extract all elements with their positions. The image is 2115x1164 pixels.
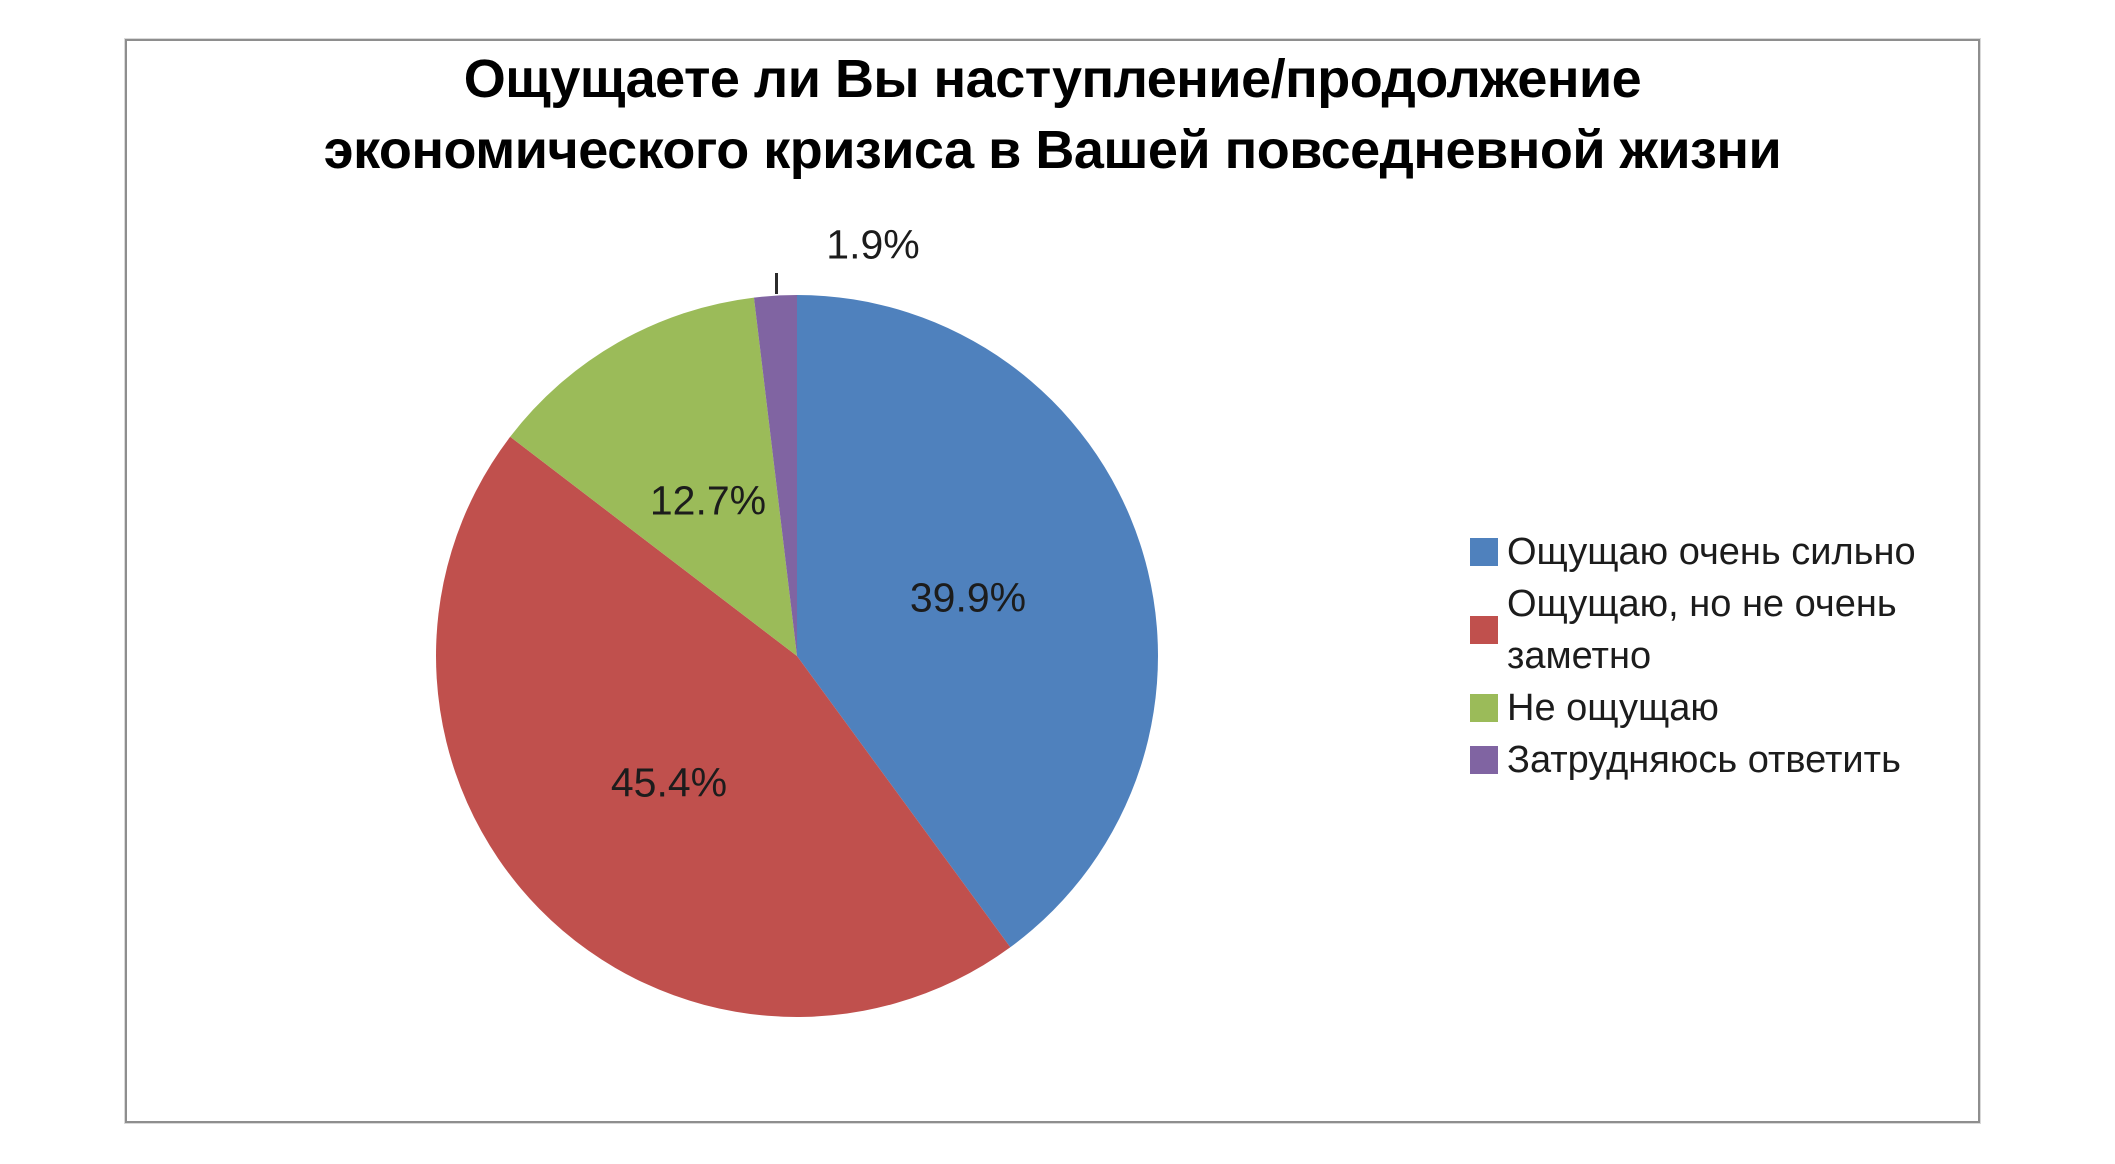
legend-item-dont-feel: Не ощущаю bbox=[1470, 682, 1950, 734]
legend-swatch-green bbox=[1470, 694, 1498, 722]
legend-item-hard-to-answer: Затрудняюсь ответить bbox=[1470, 734, 1950, 786]
pie-slice-very-strongly bbox=[797, 295, 1158, 948]
legend-item-not-very-noticeably: Ощущаю, но не очень заметно bbox=[1470, 578, 1950, 682]
legend-swatch-purple bbox=[1470, 746, 1498, 774]
slice-label-dont-feel: 12.7% bbox=[649, 477, 767, 524]
legend-label-not-very-noticeably: Ощущаю, но не очень заметно bbox=[1507, 583, 1897, 677]
legend: Ощущаю очень сильно Ощущаю, но не очень … bbox=[1470, 526, 1950, 786]
slice-label-very-strongly: 39.9% bbox=[909, 574, 1027, 621]
chart-title-line-1: Ощущаете ли Вы наступление/продолжение bbox=[463, 49, 1642, 109]
legend-label-hard-to-answer: Затрудняюсь ответить bbox=[1507, 739, 1901, 781]
legend-swatch-blue bbox=[1470, 538, 1498, 566]
chart-title-line-2: экономического кризиса в Вашей повседнев… bbox=[323, 120, 1782, 180]
legend-label-dont-feel: Не ощущаю bbox=[1507, 687, 1719, 729]
slice-label-hard-to-answer: 1.9% bbox=[826, 221, 920, 268]
chart-title: Ощущаете ли Вы наступление/продолжение э… bbox=[127, 44, 1978, 186]
legend-label-very-strongly: Ощущаю очень сильно bbox=[1507, 531, 1916, 573]
legend-item-very-strongly: Ощущаю очень сильно bbox=[1470, 526, 1950, 578]
pie-slice-hard-to-answer bbox=[753, 295, 797, 656]
pie-slice-not-very-noticeably bbox=[436, 436, 1011, 1017]
pie-slice-dont-feel bbox=[510, 297, 797, 656]
legend-swatch-red bbox=[1470, 616, 1498, 644]
slice-label-not-very-noticeably: 45.4% bbox=[610, 759, 728, 806]
